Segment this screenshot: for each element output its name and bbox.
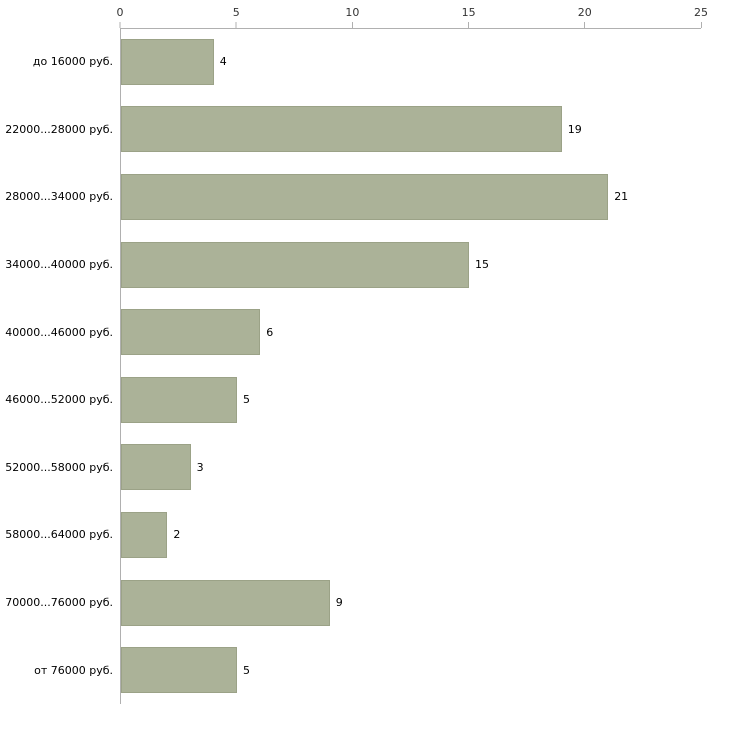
- x-tick-label: 20: [577, 6, 592, 19]
- bar: [121, 309, 261, 356]
- bar-row: 70000...76000 руб. 9: [0, 569, 730, 637]
- bar: [121, 173, 609, 220]
- bar: [121, 511, 168, 558]
- bar: [121, 444, 191, 491]
- bar-value-label: 21: [614, 190, 629, 204]
- bar-track: 15: [121, 241, 701, 288]
- y-axis: [120, 28, 121, 704]
- category-label: 46000...52000 руб.: [5, 393, 113, 407]
- x-tick: 10: [345, 6, 359, 28]
- bar-row: до 16000 руб. 4: [0, 28, 730, 96]
- bar-row: 34000...40000 руб. 15: [0, 231, 730, 299]
- category-label: от 76000 руб.: [34, 663, 113, 677]
- bar-track: 6: [121, 309, 701, 356]
- bar-track: 19: [121, 106, 701, 153]
- x-tick-mark: [235, 22, 237, 28]
- bar-value-label: 5: [243, 393, 250, 407]
- bar-track: 5: [121, 647, 701, 694]
- x-tick: 25: [694, 6, 708, 28]
- x-tick-mark: [700, 22, 702, 28]
- category-label: 28000...34000 руб.: [5, 190, 113, 204]
- bar: [121, 579, 330, 626]
- category-label: до 16000 руб.: [32, 55, 113, 69]
- bar-row: от 76000 руб. 5: [0, 636, 730, 704]
- category-label: 70000...76000 руб.: [5, 596, 113, 610]
- bar-row: 40000...46000 руб. 6: [0, 298, 730, 366]
- bar-track: 21: [121, 173, 701, 220]
- bar-row: 46000...52000 руб. 5: [0, 366, 730, 434]
- bar-value-label: 19: [567, 122, 582, 136]
- bar-value-label: 3: [196, 460, 204, 474]
- x-tick-label: 5: [232, 6, 240, 19]
- bar-value-label: 15: [475, 258, 489, 272]
- bar: [121, 647, 237, 694]
- bar-row: 52000...58000 руб. 3: [0, 434, 730, 502]
- bar-track: 3: [121, 444, 701, 491]
- bar-value-label: 5: [243, 663, 250, 677]
- bar-rows: до 16000 руб. 4 22000...28000 руб. 19 28000.…: [0, 28, 730, 704]
- x-tick-label: 15: [461, 6, 476, 19]
- x-tick-mark: [351, 22, 353, 28]
- x-tick: 20: [578, 6, 592, 28]
- x-tick-mark: [468, 22, 470, 28]
- bar-track: 5: [121, 376, 701, 423]
- bar-value-label: 4: [219, 55, 227, 69]
- x-tick-mark: [119, 22, 121, 28]
- category-label: 40000...46000 руб.: [5, 325, 113, 339]
- bar-row: 22000...28000 руб. 19: [0, 96, 730, 164]
- bar-row: 58000...64000 руб. 2: [0, 501, 730, 569]
- bar-value-label: 9: [335, 596, 343, 610]
- bar: [121, 376, 237, 423]
- bar-value-label: 2: [173, 528, 181, 542]
- category-label: 58000...64000 руб.: [5, 528, 113, 542]
- bar-row: 28000...34000 руб. 21: [0, 163, 730, 231]
- bar: [121, 38, 214, 85]
- x-tick: 5: [233, 6, 240, 28]
- bar-track: 2: [121, 511, 701, 558]
- x-tick: 0: [117, 6, 124, 28]
- x-tick: 15: [462, 6, 476, 28]
- x-axis: 0 5 10 15 20 25: [117, 6, 708, 29]
- category-label: 34000...40000 руб.: [5, 258, 113, 272]
- bar-track: 4: [121, 38, 701, 85]
- bar: [121, 241, 469, 288]
- x-tick-label: 0: [116, 6, 124, 19]
- bar-track: 9: [121, 579, 701, 626]
- bar-value-label: 6: [266, 325, 274, 339]
- x-tick-label: 10: [345, 6, 360, 19]
- x-tick-label: 25: [694, 6, 708, 19]
- x-tick-mark: [584, 22, 586, 28]
- category-label: 22000...28000 руб.: [5, 122, 113, 136]
- bar: [121, 106, 562, 153]
- category-label: 52000...58000 руб.: [5, 460, 113, 474]
